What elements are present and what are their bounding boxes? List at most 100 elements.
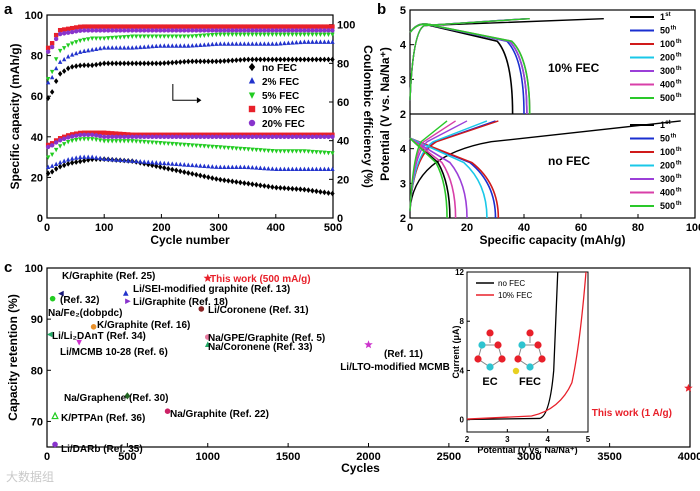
data-point — [274, 149, 279, 154]
data-point — [158, 164, 163, 170]
reference-label: K/Graphite (Ref. 25) — [62, 271, 155, 282]
data-point — [226, 164, 231, 170]
data-point — [69, 159, 75, 166]
data-point — [294, 186, 299, 192]
data-point — [126, 158, 131, 163]
data-point — [57, 70, 63, 77]
data-point — [298, 166, 303, 172]
data-point — [286, 134, 291, 139]
data-point — [53, 166, 59, 172]
data-point — [134, 28, 139, 33]
data-point — [302, 56, 307, 63]
data-point — [190, 134, 195, 139]
x-tick-label: 1000 — [196, 451, 220, 463]
data-point — [114, 157, 119, 162]
data-point — [222, 28, 227, 33]
data-point — [234, 24, 239, 29]
panel-c: c0 500 1000 1500 2000 2500 3000 3500 40007080901… — [4, 259, 700, 475]
data-point — [93, 36, 99, 41]
data-point — [210, 58, 215, 65]
data-point — [85, 62, 91, 69]
data-point — [49, 168, 55, 175]
data-point — [226, 145, 231, 151]
data-point — [85, 157, 91, 163]
data-point — [85, 37, 91, 42]
data-point — [138, 134, 143, 139]
data-point — [266, 148, 271, 154]
y2-axis-label: Coulombic efficiency (%) — [361, 45, 375, 188]
discharge-curve-lower — [409, 137, 457, 219]
data-point — [246, 41, 251, 46]
data-point — [110, 60, 115, 67]
reference-point — [58, 290, 64, 297]
data-point — [322, 189, 327, 196]
data-point — [214, 28, 219, 33]
data-point — [130, 139, 135, 144]
data-point — [81, 137, 87, 142]
charge-curve-upper — [409, 17, 527, 101]
data-point — [194, 134, 199, 139]
data-point — [322, 32, 327, 37]
reference-label: (Ref. 11) — [384, 349, 423, 360]
data-point — [77, 62, 83, 69]
data-point — [114, 131, 119, 136]
data-point — [226, 57, 231, 64]
data-point — [262, 183, 267, 189]
data-point — [73, 133, 79, 138]
data-point — [93, 155, 99, 160]
data-point — [306, 39, 311, 44]
data-point — [110, 131, 115, 136]
reference-point — [51, 411, 59, 420]
x-axis-label: Cycles — [341, 461, 380, 475]
data-point — [93, 46, 99, 51]
data-point — [314, 188, 319, 195]
data-point — [242, 164, 247, 170]
data-point — [298, 56, 303, 63]
reference-point — [684, 383, 693, 392]
y2-tick-label: 60 — [337, 97, 349, 109]
data-point — [242, 24, 247, 29]
data-point — [170, 24, 175, 29]
capacity-series-no-fec — [45, 156, 335, 197]
data-point — [318, 28, 323, 33]
data-point — [45, 49, 51, 54]
data-point — [318, 32, 323, 37]
data-point — [258, 182, 263, 189]
reference-label: Li/DARb (Ref. 35) — [61, 444, 143, 455]
data-point — [206, 42, 211, 47]
data-point — [142, 60, 147, 67]
lower-legend-label: 400 — [660, 188, 675, 198]
charge-curve-lower — [409, 120, 448, 212]
data-point — [218, 176, 223, 183]
upper-legend-label: 500 — [660, 93, 675, 103]
data-point — [162, 60, 167, 66]
data-point — [45, 95, 51, 101]
data-point — [69, 25, 75, 31]
data-point — [214, 176, 219, 182]
data-point — [146, 24, 151, 29]
data-point — [77, 24, 83, 29]
data-point — [222, 41, 227, 46]
data-point — [174, 142, 179, 147]
data-point — [238, 146, 243, 152]
discharge-curve-upper — [409, 23, 531, 115]
data-point — [266, 28, 271, 33]
data-point — [286, 28, 291, 33]
lower-legend-label: 300 — [660, 174, 675, 184]
data-point — [73, 137, 79, 143]
reference-point — [76, 339, 82, 346]
data-point — [310, 187, 315, 194]
data-point — [49, 89, 55, 95]
data-point — [254, 165, 259, 170]
data-point — [114, 28, 119, 33]
data-point — [77, 28, 83, 33]
data-point — [182, 34, 187, 39]
y-tick-label-lower: 4 — [400, 144, 407, 156]
reference-point — [124, 392, 131, 400]
data-point — [65, 43, 71, 48]
data-point — [73, 25, 79, 30]
data-point — [102, 134, 107, 139]
data-point — [254, 181, 259, 188]
data-point — [294, 134, 299, 139]
data-point — [49, 163, 55, 168]
